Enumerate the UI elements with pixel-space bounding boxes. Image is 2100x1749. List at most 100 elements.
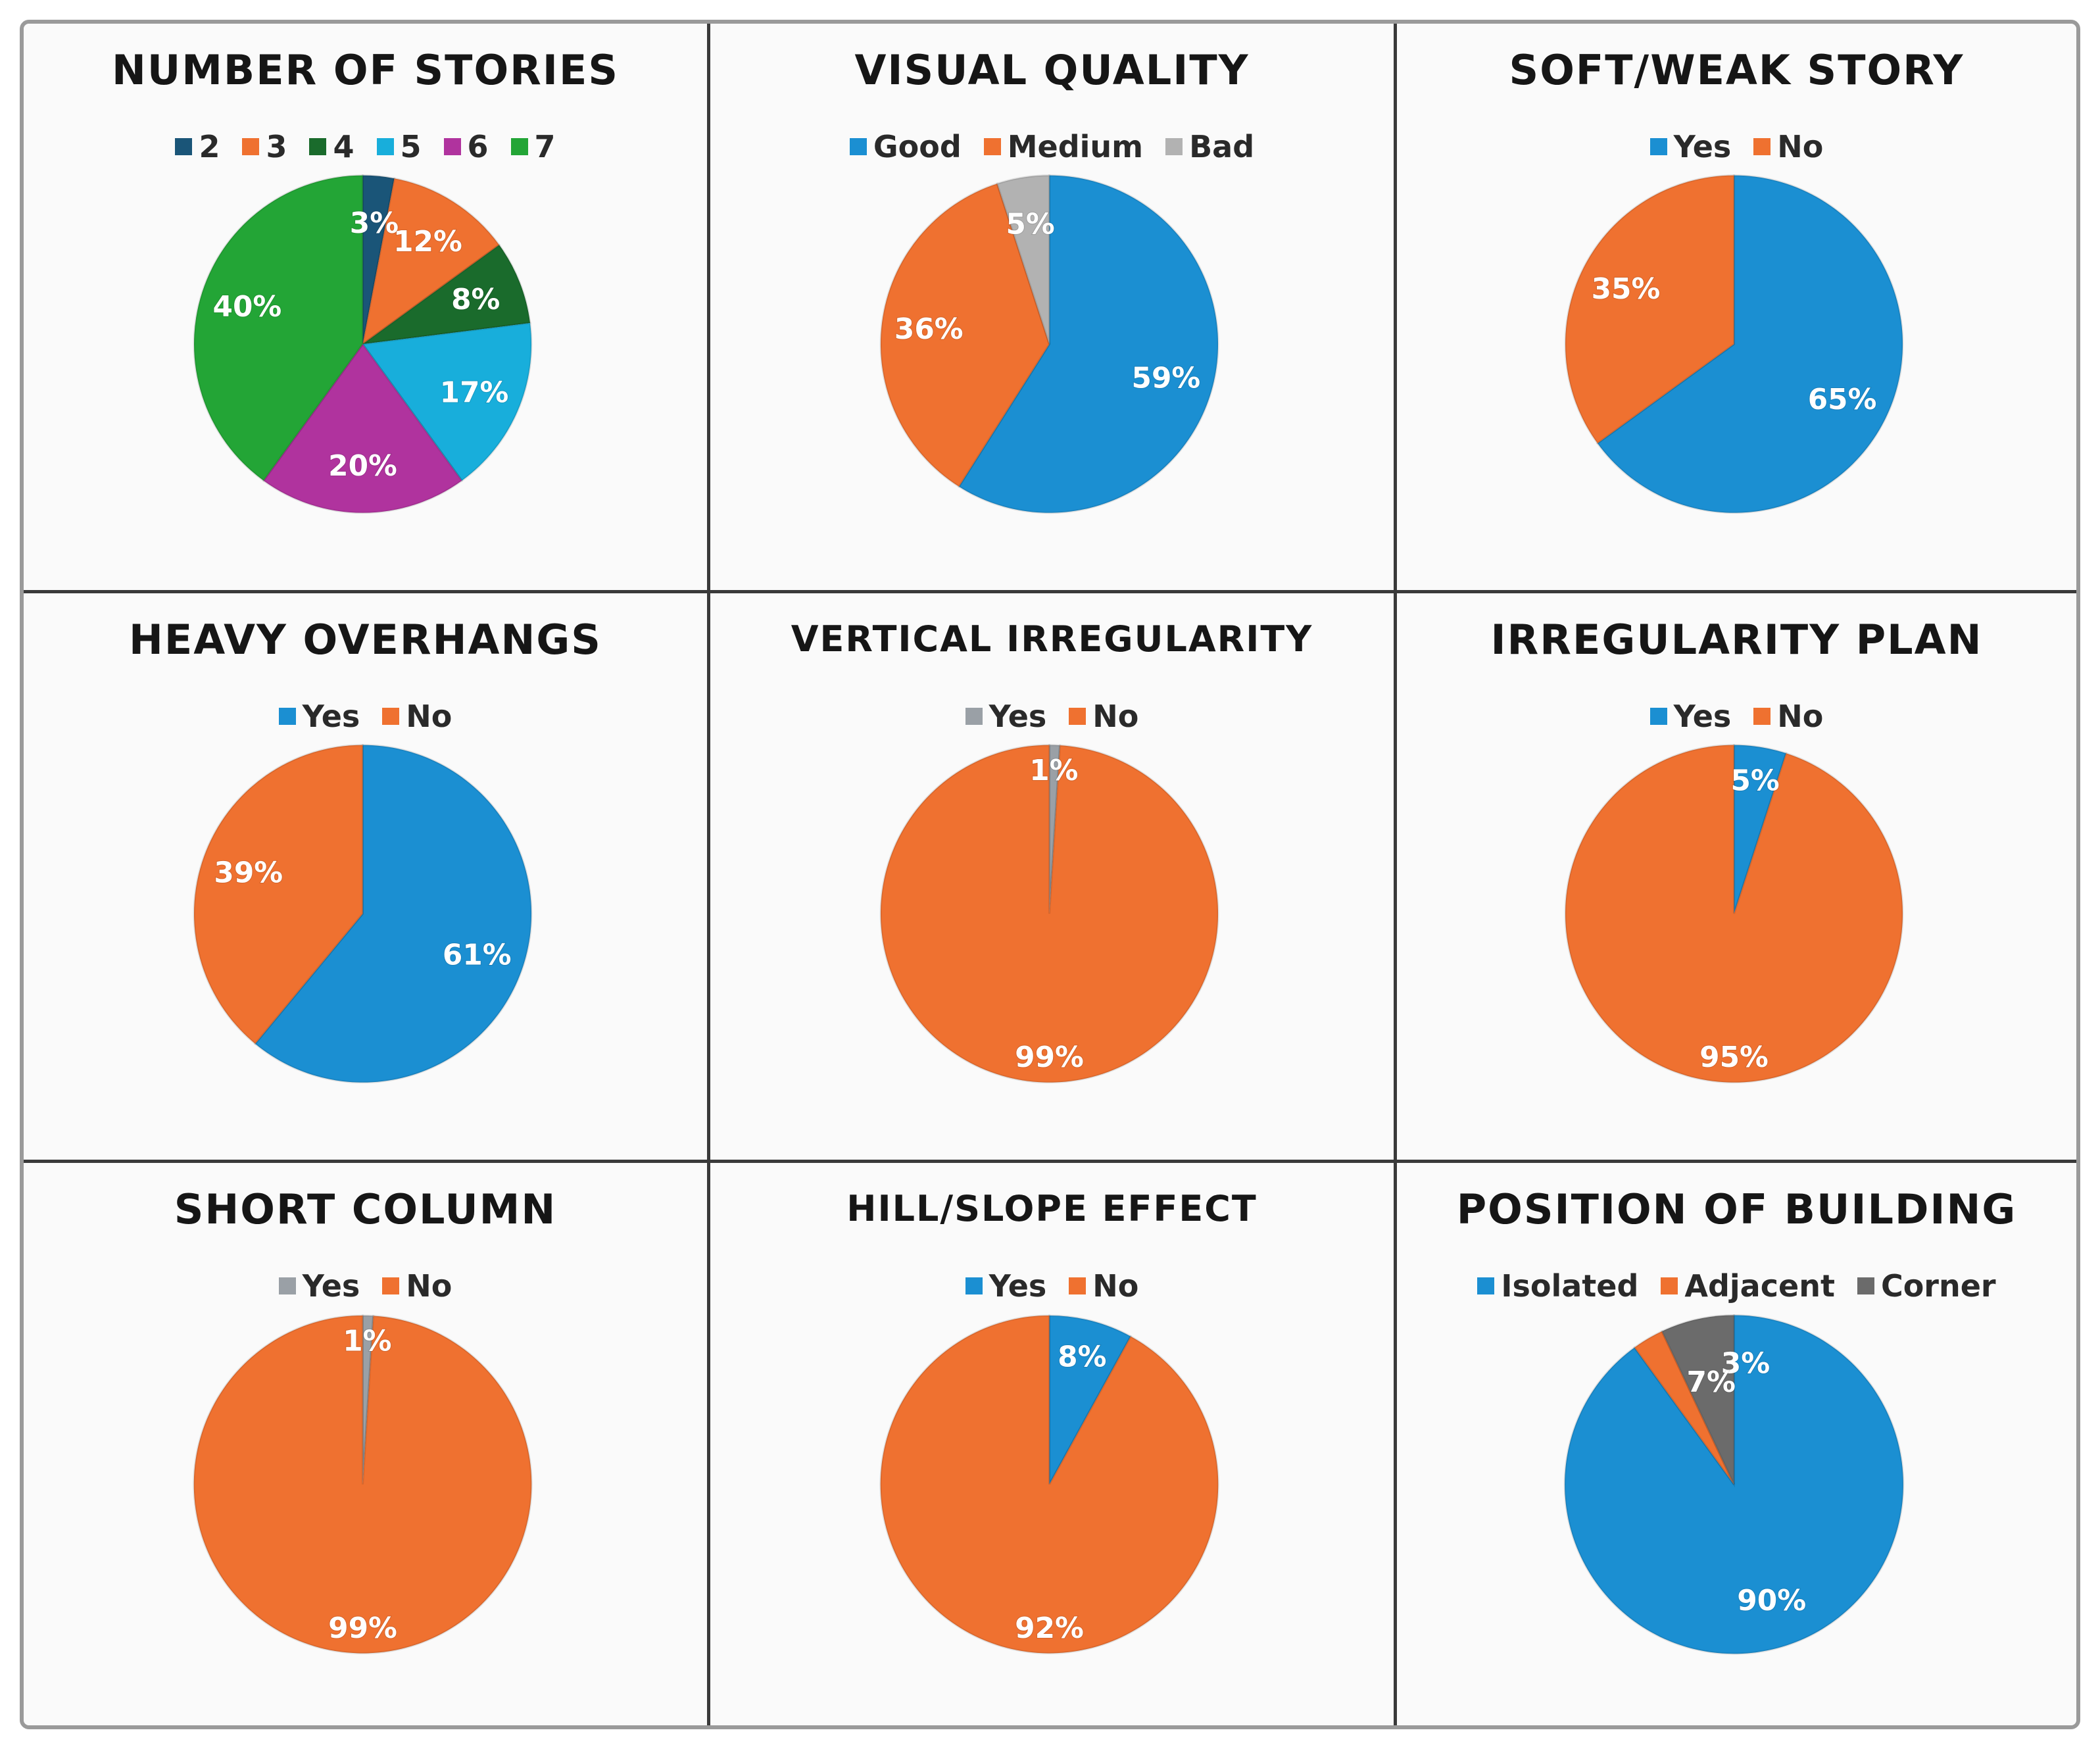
legend-swatch <box>382 708 400 725</box>
chart-title: VERTICAL IRREGULARITY <box>791 618 1313 660</box>
legend-swatch <box>983 138 1001 155</box>
legend-swatch <box>242 138 260 155</box>
legend-item: No <box>1069 1268 1138 1304</box>
legend-item: Yes <box>965 1268 1046 1304</box>
slice-data-label: 95% <box>1699 1041 1769 1074</box>
legend-swatch <box>1069 708 1087 725</box>
chart-title: SHORT COLUMN <box>174 1185 557 1233</box>
chart-legend: 2 3 4 5 6 7 <box>24 129 707 164</box>
pie-slice <box>1564 744 1904 1084</box>
pie-chart: 1% 99% <box>879 744 1219 1084</box>
chart-title: POSITION OF BUILDING <box>1456 1185 2017 1233</box>
legend-swatch <box>278 1277 296 1294</box>
legend-item: No <box>382 699 452 734</box>
legend-swatch <box>965 708 983 725</box>
legend-swatch <box>1165 138 1183 155</box>
legend-swatch <box>1477 1277 1495 1294</box>
pie-slice <box>193 744 364 1045</box>
pie-chart-grid: NUMBER OF STORIES 2 3 4 5 6 7 3% 12% 8% 17% 20% 40% V… <box>24 24 2076 1725</box>
slice-data-label: 99% <box>1015 1041 1084 1074</box>
slice-data-label: 7% <box>1686 1366 1736 1399</box>
pie-chart: 1% 99% <box>193 1314 533 1654</box>
legend-swatch <box>1857 1277 1874 1294</box>
pie-slice <box>1563 1314 1905 1655</box>
legend-item: Corner <box>1857 1268 1996 1304</box>
figure-frame: NUMBER OF STORIES 2 3 4 5 6 7 3% 12% 8% 17% 20% 40% V… <box>20 20 2080 1729</box>
pie-slice <box>1660 1314 1736 1485</box>
pie-slice <box>193 174 364 482</box>
legend-label: 7 <box>534 129 556 164</box>
slice-data-label: 92% <box>1015 1612 1084 1645</box>
pie-slice <box>1048 1314 1133 1485</box>
pie-slice <box>879 744 1219 1084</box>
legend-label: No <box>406 699 452 734</box>
slice-data-label: 90% <box>1737 1584 1806 1617</box>
legend-swatch <box>1753 138 1771 155</box>
pie-slice <box>360 322 533 482</box>
chart-title: VISUAL QUALITY <box>854 46 1250 94</box>
legend-item: 7 <box>510 129 556 164</box>
legend-item: Yes <box>278 1268 360 1304</box>
legend-item: 6 <box>443 129 489 164</box>
legend-label: 5 <box>400 129 422 164</box>
legend-item: 2 <box>175 129 220 164</box>
chart-panel: VISUAL QUALITY Good Medium Bad 59% 36% 5% <box>710 24 1397 593</box>
slice-data-label: 1% <box>343 1324 391 1358</box>
legend-label: Corner <box>1880 1268 1996 1304</box>
legend-label: No <box>1092 1268 1139 1304</box>
legend-item: No <box>1753 699 1823 734</box>
legend-item: 5 <box>376 129 422 164</box>
legend-label: 6 <box>467 129 489 164</box>
legend-swatch <box>1753 708 1771 725</box>
slice-data-label: 36% <box>894 312 964 346</box>
pie-chart: 61% 39% <box>193 744 533 1084</box>
legend-swatch <box>278 708 296 725</box>
chart-panel: HILL/SLOPE EFFECT Yes No 8% 92% <box>710 1163 1397 1725</box>
legend-swatch <box>382 1277 400 1294</box>
legend-label: No <box>1092 699 1139 734</box>
chart-panel: SHORT COLUMN Yes No 1% 99% <box>24 1163 710 1725</box>
pie-slice <box>1596 174 1904 514</box>
slice-data-label: 39% <box>214 856 283 890</box>
pie-slice <box>193 1314 533 1654</box>
pie-slice <box>1633 1329 1735 1485</box>
legend-label: Isolated <box>1501 1268 1639 1304</box>
legend-swatch <box>175 138 193 155</box>
pie-slice <box>1564 174 1736 445</box>
pie-slice <box>996 174 1051 345</box>
legend-label: Yes <box>302 699 360 734</box>
legend-label: Good <box>873 129 962 164</box>
pie-slice <box>362 1314 375 1485</box>
legend-item: 4 <box>309 129 354 164</box>
legend-item: Yes <box>1649 699 1731 734</box>
pie-slice <box>262 342 464 514</box>
pie-slice <box>361 177 501 347</box>
chart-legend: Yes No <box>24 1268 707 1304</box>
legend-swatch <box>443 138 461 155</box>
legend-swatch <box>1069 1277 1087 1294</box>
legend-label: Medium <box>1007 129 1144 164</box>
chart-panel: NUMBER OF STORIES 2 3 4 5 6 7 3% 12% 8% 17% 20% 40% <box>24 24 710 593</box>
chart-panel: SOFT/WEAK STORY Yes No 65% 35% <box>1397 24 2076 593</box>
legend-label: No <box>406 1268 452 1304</box>
legend-item: Yes <box>965 699 1047 734</box>
legend-label: 4 <box>333 129 354 164</box>
legend-item: Medium <box>983 129 1144 164</box>
pie-slice <box>1733 744 1788 914</box>
chart-legend: Yes No <box>1397 129 2076 164</box>
chart-panel: POSITION OF BUILDING Isolated Adjacent Corn… <box>1397 1163 2076 1725</box>
legend-label: Yes <box>302 1268 360 1304</box>
legend-item: Adjacent <box>1661 1268 1835 1304</box>
slice-data-label: 20% <box>328 449 397 483</box>
pie-chart: 8% 92% <box>879 1314 1219 1654</box>
chart-title: NUMBER OF STORIES <box>112 46 619 94</box>
pie-chart: 90% 3%7% <box>1563 1314 1905 1655</box>
slice-data-label: 35% <box>1592 272 1661 306</box>
legend-swatch <box>1649 708 1667 725</box>
slice-data-label: 5% <box>1006 208 1054 241</box>
legend-item: No <box>382 1268 452 1304</box>
slice-data-label: 61% <box>443 939 512 972</box>
legend-label: Yes <box>989 699 1047 734</box>
chart-panel: VERTICAL IRREGULARITY Yes No 1% 99% <box>710 593 1397 1163</box>
slice-data-label: 12% <box>393 225 462 259</box>
